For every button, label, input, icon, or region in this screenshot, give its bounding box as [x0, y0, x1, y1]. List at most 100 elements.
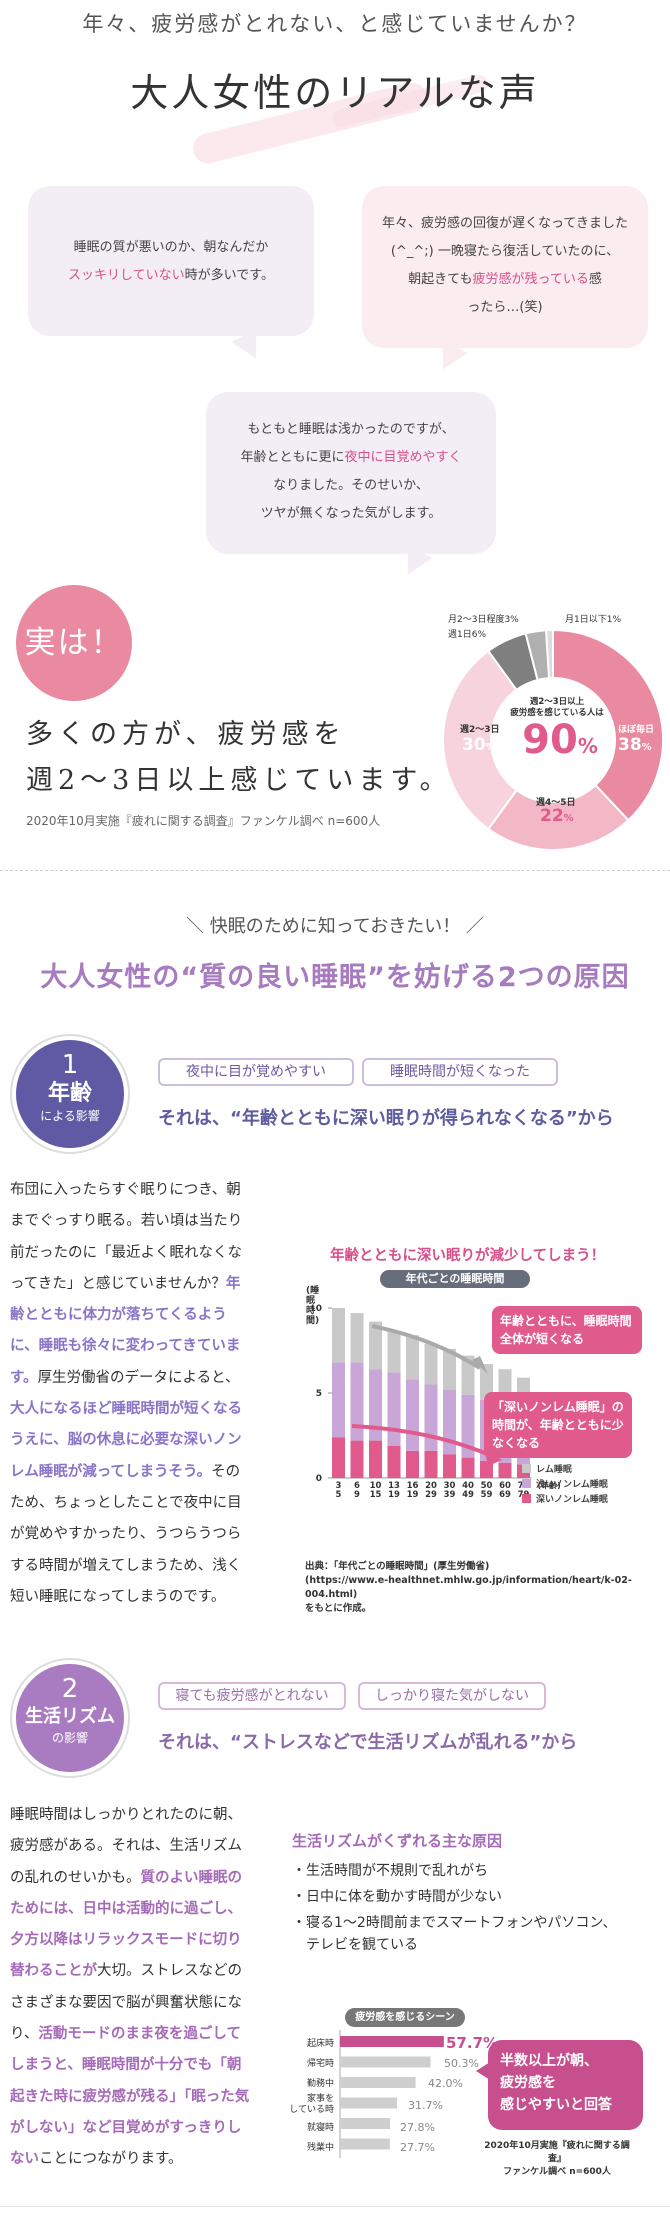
sleep-bar-深いノンレム睡眠: [498, 1462, 512, 1478]
cause-1-highlight-1: 年齢とともに体力が落ちてくるように、睡眠も徐々に変わってきています。: [10, 1275, 241, 1386]
donut-label-w23: 週2〜3日: [460, 725, 500, 735]
donut-value-w23-pct: %: [485, 742, 496, 753]
bubble-3-highlight: 夜中に目覚めやすく: [344, 450, 462, 465]
bubble-2-line-3: 朝起きても疲労感が残っている感: [362, 266, 648, 294]
sleep-chart-ylabel: (睡眠時間): [306, 1286, 320, 1326]
cause-1-name-2: による影響: [40, 1109, 100, 1123]
scene-label-1: 起床時: [306, 2039, 334, 2049]
cause-1-text-3: そのため、ちょっとしたことで夜中に目が覚めやすかったり、うつらうつらする時間が増…: [10, 1463, 242, 1605]
sleep-bar-浅いノンレム睡眠: [424, 1384, 438, 1451]
cause-1-reason: それは、“年齢とともに深い眠りが得られなくなる”から: [158, 1108, 614, 1129]
bubble-3-line-2: 年齢とともに更に夜中に目覚めやすく: [206, 444, 496, 472]
sleep-x-tick: 69: [499, 1490, 511, 1500]
sleep-chart-title: 年齢とともに深い眠りが減少してしまう！: [330, 1248, 606, 1264]
sleep-bar-深いノンレム睡眠: [387, 1445, 401, 1478]
bubble-2-post: 感: [588, 272, 602, 287]
cause-item-2: ・日中に体を動かす時間が少ない: [292, 1889, 502, 1905]
donut-label-daily: ほぼ毎日: [618, 725, 655, 735]
sleep-source-line-2: (https://www.e-healthnet.mhlw.go.jp/info…: [305, 1575, 632, 1600]
scene-source: 2020年10月実施『疲れに関する調査』 ファンケル調べ n=600人: [482, 2140, 632, 2179]
sleep-chart-source: 出典：「年代ごとの睡眠時間」(厚生労働省) (https://www.e-hea…: [305, 1560, 670, 1616]
scene-chart-title: 疲労感を感じるシーン: [345, 2008, 465, 2027]
scene-bar-起床時: [340, 2036, 444, 2047]
scene-label-4a: 家事を: [306, 2094, 334, 2104]
sleep-trend-arrow-gray: [371, 1324, 482, 1370]
cause-1-body: 布団に入ったらすぐ眠りにつき、朝までぐっすり眠る。若い頃は当たり前だったのに「最…: [10, 1175, 254, 1613]
sleep-x-tick: 40: [462, 1481, 474, 1491]
result-source: 2020年10月実施『疲れに関する調査』ファンケル調べ n=600人: [26, 814, 381, 828]
donut-hole: [491, 678, 615, 802]
sleep-chart-subtitle: 年代ごとの睡眠時間: [380, 1270, 530, 1288]
sleep-x-tick: 49: [462, 1490, 474, 1500]
header-subtitle: 年々、疲労感がとれない、と感じていませんか？: [82, 12, 588, 36]
donut-label-m1: 月1日以下1%: [565, 615, 622, 625]
cause-2-name: 生活リズム: [25, 1706, 115, 1727]
summary-line-3: 感じやすいと回答: [500, 2097, 612, 2113]
sleep-trend-arrow-gray-head: [472, 1356, 488, 1374]
sleep-bar-浅いノンレム睡眠: [387, 1372, 401, 1446]
jitsuha-badge: 実は！: [16, 585, 132, 701]
cause-2-tag-1: 寝ても疲労感がとれない: [158, 1682, 346, 1710]
sleep-bar-レム睡眠: [387, 1331, 401, 1373]
legend-rem-swatch: [522, 1464, 531, 1473]
scene-bar-帰宅時: [340, 2056, 431, 2068]
header-title: 大人女性のリアルな声: [130, 71, 540, 115]
bubble-2-line-2: (^_^;) 一晩寝たら復活していたのに、: [390, 244, 620, 259]
bubble-2-highlight: 疲労感が残っている: [472, 272, 589, 287]
sleep-x-tick: 20: [425, 1481, 437, 1491]
sleep-x-tick: 10: [370, 1481, 382, 1491]
sleep-note-1: 年齢とともに、睡眠時間全体が短くなる: [492, 1306, 642, 1354]
sleep-bar-レム睡眠: [424, 1343, 438, 1385]
scene-value-1: 57.7%: [446, 2034, 499, 2052]
sleep-xlabel: (年齢): [538, 1480, 561, 1490]
legend-light-swatch: [522, 1479, 531, 1488]
section-title: 大人女性の“質の良い睡眠”を妨げる2つの原因: [40, 962, 630, 993]
bubble-2-pre: 朝起きても: [408, 272, 473, 287]
legend-light-label: 浅いノンレム睡眠: [536, 1480, 608, 1490]
scene-chart: [339, 2030, 444, 2158]
sleep-bar-浅いノンレム睡眠: [350, 1362, 364, 1441]
cause-1-name: 年齢: [47, 1081, 92, 1106]
cause-1-highlight-2: 大人になるほど睡眠時間が短くなるうえに、脳の休息に必要な深いノンレム睡眠が減って…: [10, 1401, 242, 1480]
result-line-1: 多くの方が、疲労感を: [26, 719, 346, 750]
donut-label-w45: 週4〜5日: [536, 798, 576, 808]
bubble-1-line-1: 睡眠の質が悪いのか、朝なんだか: [73, 240, 269, 255]
scene-value-5: 27.8%: [400, 2121, 435, 2134]
cause-item-1: ・生活時間が不規則で乱れがち: [292, 1863, 488, 1879]
voice-bubble-1: 睡眠の質が悪いのか、朝なんだか スッキリしていない時が多いです。: [28, 186, 314, 336]
bubble-3-pre: 年齢とともに更に: [240, 450, 345, 465]
sleep-x-tick: 19: [388, 1490, 400, 1500]
donut-value-daily-pct: %: [641, 742, 652, 753]
sleep-x-tick: 19: [407, 1490, 419, 1500]
cause-2-text-1: 睡眠時間はしっかりとれたのに朝、疲労感がある。それは、生活リズムの乱れのせいかも…: [10, 1807, 242, 1886]
donut-value-daily-num: 38: [618, 735, 642, 755]
bubble-3-line-4: ツヤが無くなった気がします。: [260, 506, 442, 521]
sleep-bar-浅いノンレム睡眠: [332, 1362, 345, 1438]
causes-title: 生活リズムがくずれる主な原因: [292, 1832, 503, 1850]
sleep-trend-arrow-pink: [351, 1424, 493, 1458]
sleep-x-tick: 3: [336, 1481, 342, 1491]
legend-light: 浅いノンレム睡眠: [522, 1477, 608, 1490]
bubble-3-line-1: もともと睡眠は浅かったのですが、: [247, 422, 455, 437]
donut-label-w1: 週1日6%: [448, 630, 487, 640]
donut-value-w45-pct: %: [563, 813, 574, 824]
donut-group: [442, 628, 664, 851]
sleep-y-tick: 5: [316, 1389, 322, 1399]
donut-label-m23: 月2〜3日程度3%: [448, 615, 519, 625]
section-subtitle: ＼ 快眠のために知っておきたい！ ／: [185, 916, 484, 937]
sleep-bar-深いノンレム睡眠: [406, 1450, 419, 1478]
sleep-x-tick: 6: [354, 1481, 360, 1491]
sleep-bar-深いノンレム睡眠: [350, 1440, 364, 1478]
sleep-x-tick: 39: [444, 1490, 456, 1500]
sleep-bar-レム睡眠: [480, 1364, 493, 1400]
bubble-2-line-1: 年々、疲労感の回復が遅くなってきました: [382, 216, 628, 231]
sleep-x-tick: 9: [354, 1490, 360, 1500]
scene-value-2: 50.3%: [444, 2057, 479, 2070]
sleep-bar-レム睡眠: [443, 1348, 456, 1390]
summary-bubble: 半数以上が朝、 疲労感を 感じやすいと回答: [488, 2040, 643, 2130]
sleep-y-tick: 0: [316, 1474, 322, 1484]
scene-bar-就寝時: [340, 2118, 391, 2129]
sleep-x-tick: 16: [407, 1481, 419, 1491]
donut-value-daily: 38%: [618, 735, 652, 755]
